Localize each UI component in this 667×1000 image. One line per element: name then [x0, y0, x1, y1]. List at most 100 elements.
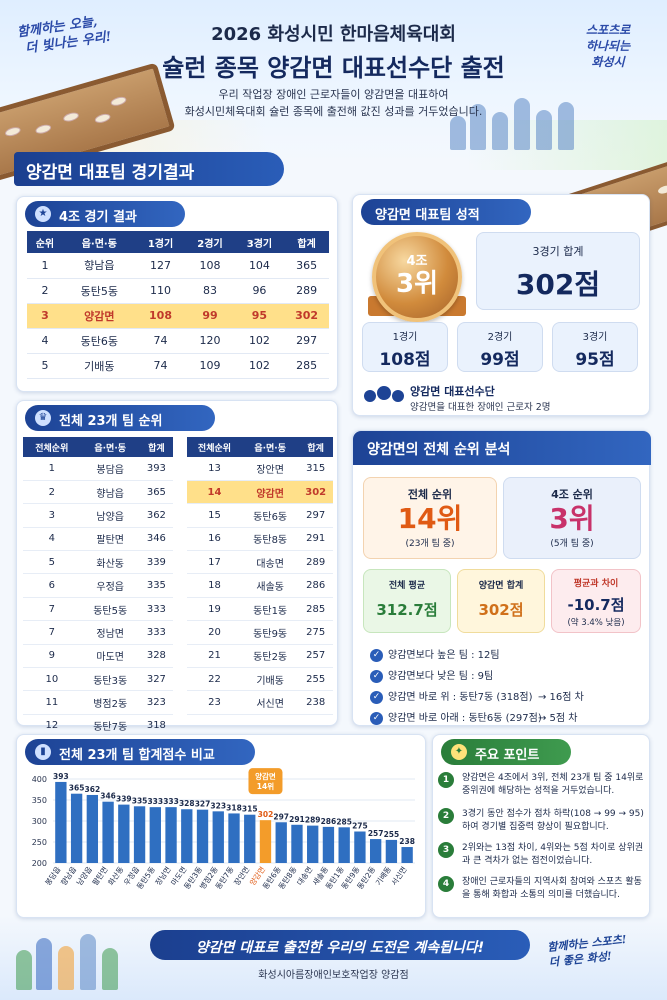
key-point-text: 장애인 근로자들의 지역사회 참여와 스포츠 활동을 통해 화합과 소통의 의미…: [462, 877, 642, 900]
table-cell: 서신면: [241, 690, 299, 715]
key-point-item: 4 장애인 근로자들의 지역사회 참여와 스포츠 활동을 통해 화합과 소통의 의…: [438, 876, 645, 902]
key-point-text: 양감면은 4조에서 3위, 전체 23개 팀 중 14위로 중위권에 해당하는 …: [462, 773, 644, 796]
table-row: 12 동탄7동 318: [23, 714, 173, 739]
score-bar-chart: 400350300250200393봉담읍365향남읍362남양읍346팔탄면3…: [32, 768, 415, 891]
table-cell: 17: [187, 550, 242, 575]
game-score-label: 1경기: [392, 332, 418, 343]
table-cell: 23: [187, 690, 242, 715]
table-cell: 297: [298, 503, 333, 528]
chart-callout-box: [248, 768, 283, 795]
chart-bar: [322, 826, 335, 863]
table-cell: 1: [27, 253, 63, 279]
group-rank-value: 3위: [549, 502, 595, 535]
diff-score-value: -10.7점: [567, 596, 625, 614]
table-row: 11 병점2동 323: [23, 690, 173, 715]
ranking-table-left-header: 전체순위 읍·면·동 합계: [23, 437, 173, 457]
ranking-table-left-wrap: 전체순위 읍·면·동 합계 1 봉담읍 393 2 향남읍 365 3 남양읍 362 4 팔탄면 346…: [23, 437, 173, 739]
chart-data-label: 302: [258, 810, 274, 819]
table-cell: 275: [298, 620, 333, 645]
group-rank-label: 4조 순위: [551, 488, 593, 501]
table-cell: 339: [139, 550, 173, 575]
table-cell: 257: [298, 644, 333, 669]
game-score-label: 3경기: [582, 332, 608, 343]
total-score-label: 3경기 합계: [532, 245, 584, 258]
chart-data-label: 328: [179, 799, 195, 808]
chart-y-tick-label: 400: [32, 775, 47, 784]
table-cell: 우정읍: [80, 573, 140, 598]
table-cell: 21: [187, 644, 242, 669]
table-cell: 동탄5동: [80, 597, 140, 622]
table-cell: 15: [187, 503, 242, 528]
overall-ranking-title: 전체 23개 팀 순위: [59, 414, 163, 429]
ranking-table-right: 전체순위 읍·면·동 합계 13 장안면 315 14 양감면 302 15 동탄6동 297 16 동…: [187, 437, 333, 715]
chart-bar: [165, 807, 177, 863]
table-cell: 286: [298, 573, 333, 598]
table-cell: 남양읍: [80, 503, 140, 528]
table-row: 23 서신면 238: [187, 690, 333, 715]
analysis-check-item: ✓ 양감면보다 낮은 팀 : 9팀: [370, 667, 493, 683]
table-header-cell: 전체순위: [23, 437, 81, 457]
table-row: 14 양감면 302: [187, 480, 333, 505]
table-cell: 104: [234, 253, 285, 279]
table-cell: 74: [135, 353, 186, 379]
chart-x-tick-label: 정남면: [153, 864, 173, 887]
table-row: 18 새솔동 286: [187, 573, 333, 598]
chart-data-label: 291: [289, 815, 305, 824]
table-row: 15 동탄6동 297: [187, 503, 333, 528]
chart-bar: [385, 839, 398, 863]
table-cell: 127: [135, 253, 186, 279]
key-point-text: 2위와는 13점 차이, 4위와는 5점 차이로 상위권과 큰 격차가 없는 접…: [462, 843, 644, 866]
page-description: 우리 작업장 장애인 근로자들이 양감면을 대표하여 화성시민체육대회 슐런 종…: [0, 86, 667, 120]
table-row: 22 기배동 255: [187, 667, 333, 692]
table-row: 17 대송면 289: [187, 550, 333, 575]
game-score-value: 99점: [480, 350, 520, 370]
chart-x-tick-label: 향남읍: [59, 865, 78, 887]
slogan-right-line-1: 스포츠로: [586, 23, 631, 37]
slogan-right: 스포츠로 하나되는 화성시: [586, 22, 630, 70]
organization-name: 화성시아름장애인보호작업장 양감점: [258, 970, 409, 981]
chart-bar: [55, 781, 67, 863]
game-score-box: 2경기 99점: [457, 322, 543, 372]
ranking-table-right-body: 13 장안면 315 14 양감면 302 15 동탄6동 297 16 동탄8동 291 17 대송면 2…: [187, 457, 333, 715]
chart-data-label: 335: [132, 796, 148, 805]
table-cell: 327: [139, 667, 173, 692]
chart-bar: [196, 809, 209, 863]
crowd-decoration-left: [10, 930, 130, 990]
chart-bar: [401, 847, 413, 863]
chart-y-tick-label: 200: [32, 859, 47, 868]
table-cell: 19: [187, 597, 242, 622]
table-cell: 6: [23, 573, 81, 598]
table-cell: 장안면: [241, 457, 299, 481]
key-point-item: 1 양감면은 4조에서 3위, 전체 23개 팀 중 14위로 중위권에 해당하는…: [438, 772, 645, 798]
description-line-2: 화성시민체육대회 슐런 종목에 출전해 값진 성과를 거두었습니다.: [184, 105, 483, 118]
table-cell: 4: [23, 527, 81, 552]
table-row: 2 동탄5동 110 83 96 289: [27, 278, 329, 304]
table-cell: 102: [234, 328, 285, 354]
table-header-cell: 전체순위: [187, 437, 242, 457]
chart-data-label: 323: [210, 801, 226, 810]
chart-bar: [307, 825, 319, 863]
check-text: 양감면 바로 위 : 동탄7동 (318점): [388, 692, 533, 703]
table-cell: 동탄3동: [80, 667, 140, 692]
total-score-value: 302점: [515, 268, 601, 301]
table-header-cell: 읍·면·동: [241, 437, 299, 457]
slogan-right-line-2: 하나되는: [586, 39, 631, 53]
analysis-check-item: ✓ 양감면 바로 위 : 동탄7동 (318점): [370, 688, 533, 704]
table-cell: 팔탄면: [80, 527, 140, 552]
table-header-cell: 2경기: [185, 231, 235, 253]
table-header-cell: 읍·면·동: [80, 437, 140, 457]
table-cell: 13: [187, 457, 242, 481]
table-row: 1 향남읍 127 108 104 365: [27, 253, 329, 279]
chart-x-tick-label: 장안면: [231, 864, 251, 887]
chart-data-label: 285: [336, 817, 352, 826]
table-cell: 3: [27, 303, 63, 329]
ranking-table-right-wrap: 전체순위 읍·면·동 합계 13 장안면 315 14 양감면 302 15 동탄6동 297 16 동…: [187, 437, 333, 715]
score-chart-card: ▮ 전체 23개 팀 합계점수 비교 400 350 300 250 200 393 봉담읍…: [16, 734, 426, 918]
chart-bar: [70, 793, 83, 863]
table-cell: 봉담읍: [80, 457, 140, 481]
table-row: 4 동탄6동 74 120 102 297: [27, 328, 329, 354]
table-cell: 22: [187, 667, 242, 692]
table-cell: 동탄6동: [62, 328, 136, 354]
description-line-1: 우리 작업장 장애인 근로자들이 양감면을 대표하여: [218, 88, 449, 101]
table-cell: 333: [139, 620, 173, 645]
